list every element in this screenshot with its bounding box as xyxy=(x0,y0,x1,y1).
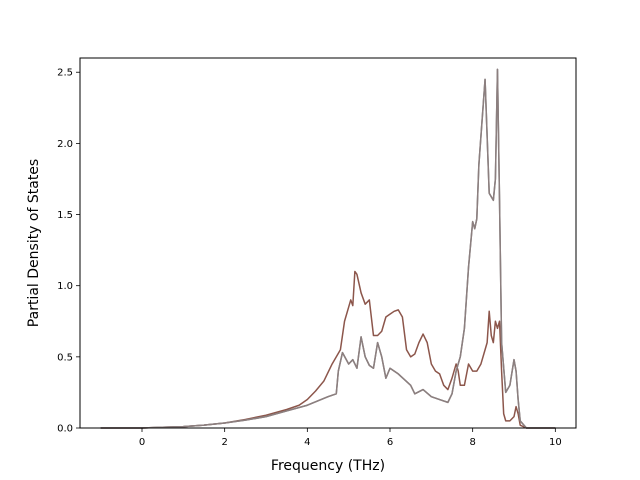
x-tick-label: 0 xyxy=(139,437,145,448)
y-axis-ticks: 0.0 0.5 1.0 1.5 2.0 2.5 xyxy=(57,68,80,435)
y-axis-label: Partial Density of States xyxy=(26,159,42,327)
y-tick-label: 1.5 xyxy=(57,210,73,221)
y-tick-label: 0.5 xyxy=(57,352,73,363)
x-axis-ticks: 0 2 4 6 8 10 xyxy=(139,428,562,448)
y-tick-label: 2.0 xyxy=(57,139,73,150)
series-line-1 xyxy=(100,270,556,429)
series-layer xyxy=(100,68,556,429)
x-tick-label: 8 xyxy=(469,437,475,448)
plot-frame xyxy=(79,57,577,429)
y-tick-label: 1.0 xyxy=(57,281,73,292)
x-tick-label: 2 xyxy=(221,437,227,448)
x-tick-label: 4 xyxy=(304,437,310,448)
y-tick-label: 0.0 xyxy=(57,424,73,435)
x-tick-label: 10 xyxy=(549,437,562,448)
series-line-3 xyxy=(100,68,556,429)
y-tick-label: 2.5 xyxy=(57,68,73,79)
x-tick-label: 6 xyxy=(387,437,393,448)
x-axis-label: Frequency (THz) xyxy=(271,458,385,474)
